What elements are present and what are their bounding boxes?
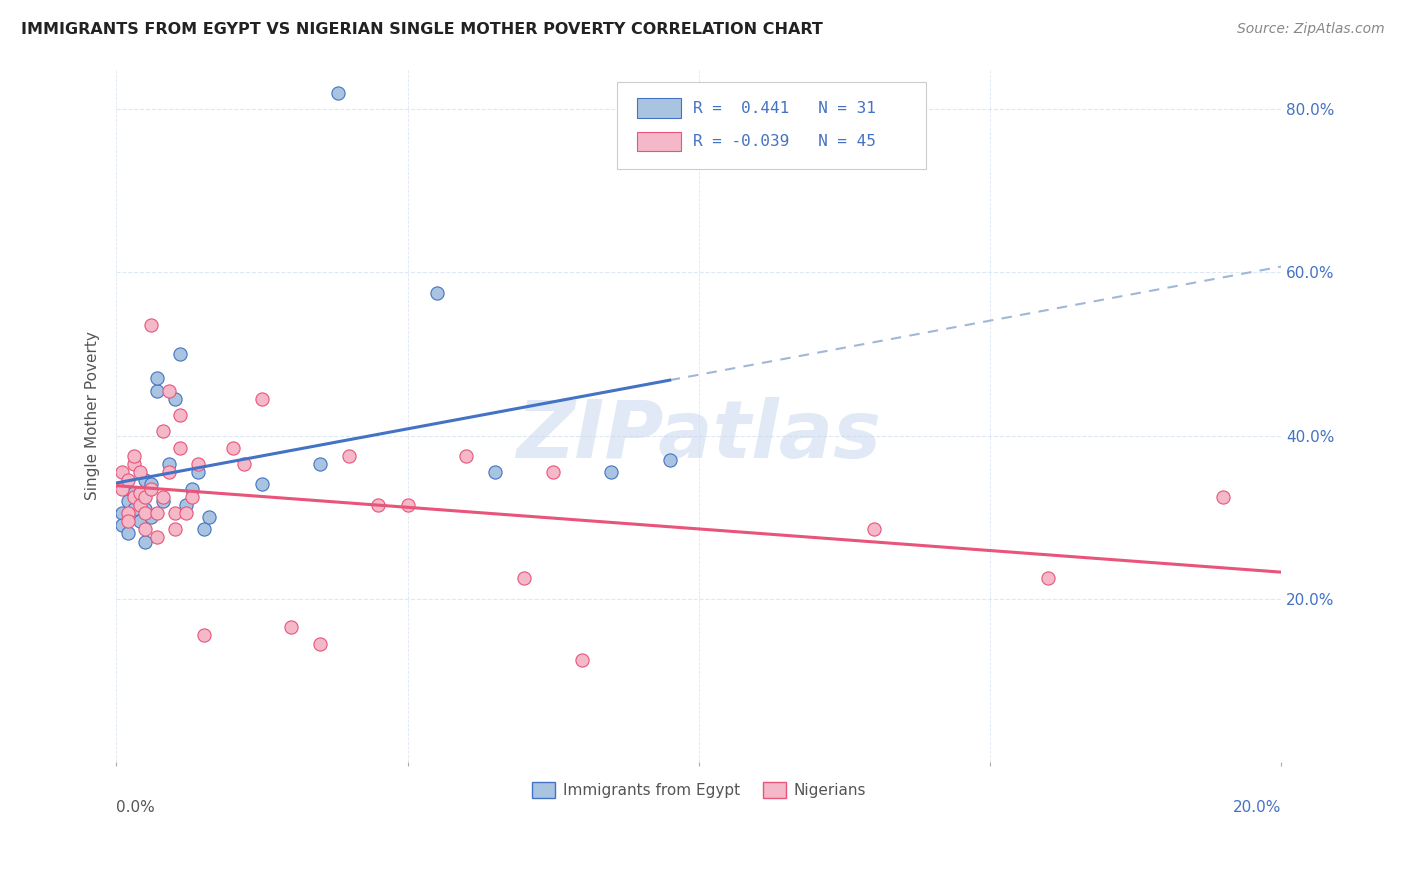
Nigerians — [169, 408, 191, 422]
Nigerians — [122, 457, 145, 471]
Nigerians — [134, 506, 156, 520]
Nigerians — [181, 490, 204, 504]
Text: IMMIGRANTS FROM EGYPT VS NIGERIAN SINGLE MOTHER POVERTY CORRELATION CHART: IMMIGRANTS FROM EGYPT VS NIGERIAN SINGLE… — [21, 22, 823, 37]
Immigrants from Egypt — [122, 485, 145, 500]
Immigrants from Egypt — [326, 86, 349, 100]
Immigrants from Egypt — [128, 514, 150, 528]
Immigrants from Egypt — [484, 465, 506, 479]
Text: R = -0.039   N = 45: R = -0.039 N = 45 — [693, 134, 876, 149]
Immigrants from Egypt — [146, 371, 169, 385]
Nigerians — [146, 506, 169, 520]
Immigrants from Egypt — [117, 493, 139, 508]
Nigerians — [193, 628, 215, 642]
Text: ZIPatlas: ZIPatlas — [516, 397, 882, 475]
Immigrants from Egypt — [152, 493, 174, 508]
Nigerians — [233, 457, 256, 471]
Immigrants from Egypt — [134, 534, 156, 549]
Immigrants from Egypt — [128, 485, 150, 500]
Nigerians — [1038, 571, 1060, 585]
Nigerians — [571, 653, 593, 667]
Nigerians — [157, 465, 180, 479]
Nigerians — [134, 490, 156, 504]
Nigerians — [152, 490, 174, 504]
Nigerians — [141, 482, 163, 496]
Nigerians — [128, 465, 150, 479]
Immigrants from Egypt — [174, 498, 197, 512]
Nigerians — [1212, 490, 1234, 504]
Text: Source: ZipAtlas.com: Source: ZipAtlas.com — [1237, 22, 1385, 37]
Immigrants from Egypt — [658, 453, 681, 467]
Immigrants from Egypt — [309, 457, 332, 471]
Nigerians — [174, 506, 197, 520]
Nigerians — [169, 441, 191, 455]
Y-axis label: Single Mother Poverty: Single Mother Poverty — [86, 331, 100, 500]
Nigerians — [862, 522, 884, 536]
Immigrants from Egypt — [141, 510, 163, 524]
Immigrants from Egypt — [141, 477, 163, 491]
Immigrants from Egypt — [122, 502, 145, 516]
Nigerians — [157, 384, 180, 398]
Nigerians — [111, 482, 134, 496]
Nigerians — [128, 485, 150, 500]
Nigerians — [122, 449, 145, 463]
Text: 20.0%: 20.0% — [1233, 800, 1281, 815]
Nigerians — [541, 465, 564, 479]
Nigerians — [367, 498, 389, 512]
Nigerians — [337, 449, 360, 463]
Nigerians — [128, 498, 150, 512]
Immigrants from Egypt — [169, 347, 191, 361]
Immigrants from Egypt — [600, 465, 623, 479]
Bar — [637, 98, 682, 118]
Immigrants from Egypt — [250, 477, 273, 491]
Nigerians — [111, 465, 134, 479]
Nigerians — [250, 392, 273, 406]
Nigerians — [163, 522, 186, 536]
Immigrants from Egypt — [187, 465, 209, 479]
Nigerians — [280, 620, 302, 634]
Nigerians — [122, 490, 145, 504]
Nigerians — [187, 457, 209, 471]
Immigrants from Egypt — [426, 285, 449, 300]
Text: 0.0%: 0.0% — [117, 800, 155, 815]
Nigerians — [117, 506, 139, 520]
Nigerians — [222, 441, 245, 455]
Immigrants from Egypt — [163, 392, 186, 406]
Legend: Immigrants from Egypt, Nigerians: Immigrants from Egypt, Nigerians — [526, 776, 872, 804]
Immigrants from Egypt — [157, 457, 180, 471]
Immigrants from Egypt — [111, 518, 134, 533]
Nigerians — [163, 506, 186, 520]
Nigerians — [513, 571, 536, 585]
Nigerians — [146, 531, 169, 545]
Nigerians — [134, 522, 156, 536]
Immigrants from Egypt — [181, 482, 204, 496]
Immigrants from Egypt — [193, 522, 215, 536]
Nigerians — [396, 498, 419, 512]
Nigerians — [141, 318, 163, 333]
Immigrants from Egypt — [134, 502, 156, 516]
FancyBboxPatch shape — [617, 82, 927, 169]
Immigrants from Egypt — [146, 384, 169, 398]
Nigerians — [454, 449, 477, 463]
Nigerians — [152, 425, 174, 439]
Nigerians — [309, 636, 332, 650]
Bar — [637, 132, 682, 151]
Immigrants from Egypt — [117, 526, 139, 541]
Immigrants from Egypt — [111, 506, 134, 520]
Nigerians — [117, 514, 139, 528]
Nigerians — [117, 474, 139, 488]
Immigrants from Egypt — [198, 510, 221, 524]
Text: R =  0.441   N = 31: R = 0.441 N = 31 — [693, 101, 876, 116]
Immigrants from Egypt — [134, 474, 156, 488]
